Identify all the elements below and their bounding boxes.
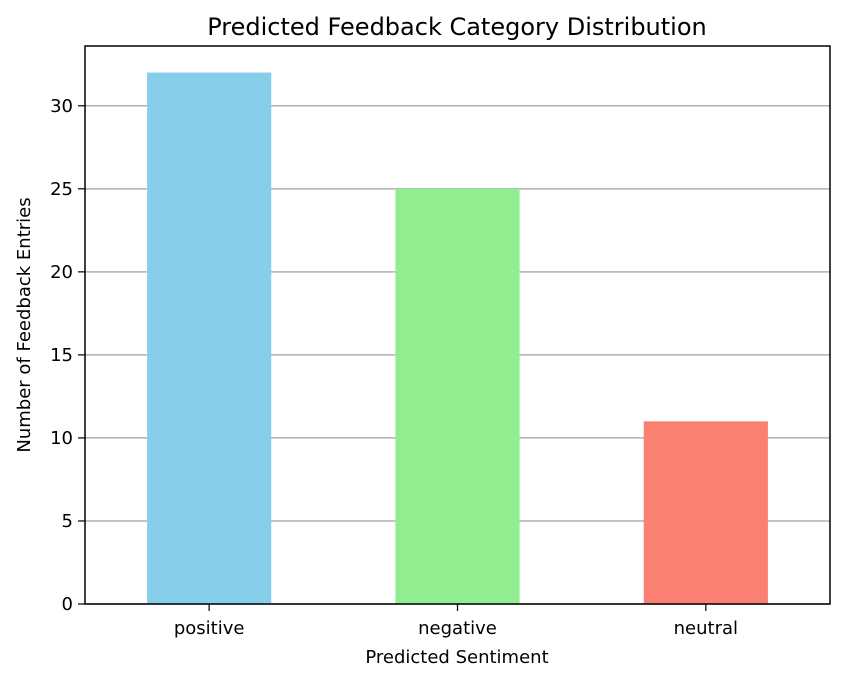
x-tick-label-neutral: neutral: [674, 618, 738, 639]
bars-layer: [147, 72, 768, 605]
bar-neutral: [643, 421, 768, 604]
bar-negative: [395, 188, 520, 605]
y-tick-label: 25: [50, 179, 73, 200]
y-tick-label: 0: [62, 594, 73, 615]
y-axis-ticks: 0 5 10 15 20 25 30: [50, 96, 85, 615]
y-tick-label: 5: [62, 511, 73, 532]
y-tick-label: 10: [50, 428, 73, 449]
bar-positive: [147, 72, 272, 605]
x-axis-label: Predicted Sentiment: [365, 647, 548, 668]
y-tick-label: 30: [50, 96, 73, 117]
y-tick-label: 20: [50, 262, 73, 283]
chart-title: Predicted Feedback Category Distribution: [207, 13, 707, 41]
y-axis-label: Number of Feedback Entries: [14, 197, 35, 452]
x-tick-label-negative: negative: [418, 618, 497, 639]
x-tick-label-positive: positive: [174, 618, 245, 639]
x-axis-ticks: positive negative neutral: [174, 604, 738, 639]
y-tick-label: 15: [50, 345, 73, 366]
